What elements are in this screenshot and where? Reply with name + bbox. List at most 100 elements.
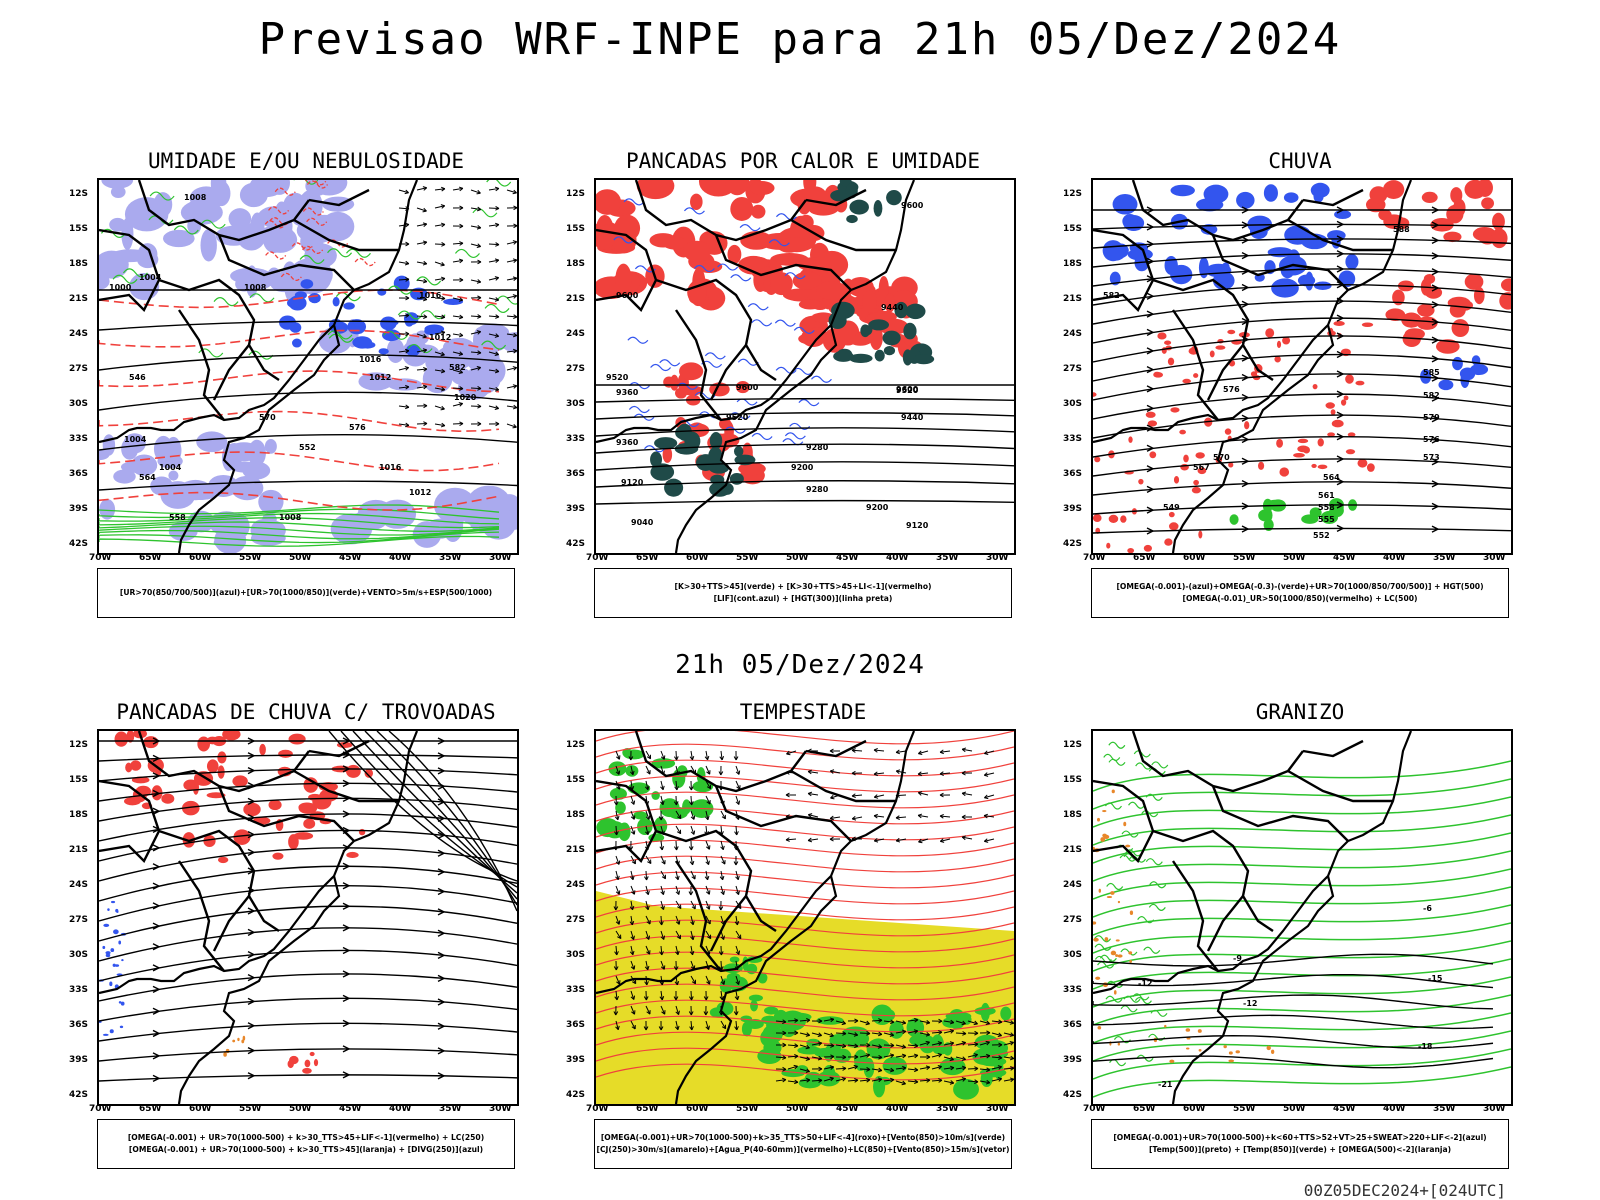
run-timestamp: 00Z05DEC2024+[024UTC] xyxy=(1303,1181,1506,1200)
forecast-map-panel: -12 -12 -15 -18 -21 -9 -6 xyxy=(1091,729,1513,1106)
latitude-label: 30S xyxy=(69,950,89,960)
longitude-label: 45W xyxy=(1333,553,1356,563)
latitude-label: 18S xyxy=(69,259,89,269)
contour-label: 558 xyxy=(169,513,186,522)
contour-label: 582 xyxy=(1103,291,1120,300)
contour-label: 567 xyxy=(1193,463,1210,472)
contour-label: 9280 xyxy=(806,443,829,452)
latitude-label: 15S xyxy=(1063,224,1083,234)
latitude-label: 36S xyxy=(1063,1020,1083,1030)
panel-legend: [OMEGA(-0.001)+UR>70(1000-500)+k<60+TTS>… xyxy=(1091,1119,1509,1169)
panel-legend: [OMEGA(-0.001) + UR>70(1000-500) + k>30_… xyxy=(97,1119,515,1169)
contour-label: 1004 xyxy=(139,273,162,282)
longitude-label: 50W xyxy=(289,553,312,563)
longitude-label: 70W xyxy=(1083,553,1106,563)
contour-label: 570 xyxy=(1213,453,1230,462)
latitude-label: 24S xyxy=(1063,880,1083,890)
forecast-map-panel: 1008 1004 1008 1000 1016 1012 1016 1012 1004 1004… xyxy=(97,178,519,555)
contour-label: 558 xyxy=(1318,503,1335,512)
legend-line: [OMEGA(-0.001) + UR>70(1000-500) + k>30_… xyxy=(128,1145,484,1154)
contour-label: -18 xyxy=(1418,1042,1433,1051)
contour-label: 9360 xyxy=(616,388,639,397)
contour-label: 9200 xyxy=(791,463,814,472)
latitude-label: 24S xyxy=(69,329,89,339)
panel-title: GRANIZO xyxy=(1255,700,1345,724)
longitude-label: 55W xyxy=(1233,553,1256,563)
legend-line: [OMEGA(-0.001) + UR>70(1000-500) + k>30_… xyxy=(127,1133,485,1142)
longitude-label: 65W xyxy=(139,1104,162,1114)
longitude-label: 70W xyxy=(586,553,609,563)
legend-line: [OMEGA(-0.001)+UR>70(1000-500)+k>35_TTS>… xyxy=(600,1133,1006,1142)
latitude-label: 27S xyxy=(1063,915,1083,925)
longitude-label: 55W xyxy=(239,1104,262,1114)
latitude-label: 12S xyxy=(69,740,89,750)
panel-title: PANCADAS DE CHUVA C/ TROVOADAS xyxy=(116,700,496,724)
longitude-label: 65W xyxy=(1133,1104,1156,1114)
contour-label: 1004 xyxy=(124,435,147,444)
latitude-label: 15S xyxy=(69,224,89,234)
latitude-label: 12S xyxy=(1063,189,1083,199)
latitude-label: 42S xyxy=(566,1090,586,1100)
longitude-label: 55W xyxy=(736,553,759,563)
longitude-label: 35W xyxy=(439,1104,462,1114)
longitude-label: 50W xyxy=(1283,1104,1306,1114)
longitude-label: 40W xyxy=(886,1104,909,1114)
longitude-label: 70W xyxy=(89,1104,112,1114)
main-title: Previsao WRF-INPE para 21h 05/Dez/2024 xyxy=(258,14,1342,65)
latitude-label: 42S xyxy=(1063,1090,1083,1100)
latitude-label: 36S xyxy=(566,1020,586,1030)
map-canvas xyxy=(99,731,517,1104)
latitude-label: 27S xyxy=(566,364,586,374)
contour-label: 9120 xyxy=(906,521,929,530)
legend-line: [OMEGA(-0.001)+UR>70(1000-500)+k<60+TTS>… xyxy=(1113,1133,1487,1142)
contour-label: 573 xyxy=(1423,453,1440,462)
latitude-label: 15S xyxy=(69,775,89,785)
longitude-label: 60W xyxy=(686,553,709,563)
contour-label: 9520 xyxy=(606,373,629,382)
contour-label: 552 xyxy=(299,443,316,452)
longitude-label: 65W xyxy=(1133,553,1156,563)
legend-line: [CJ(250)>30m/s](amarelo)+[Agua_P(40-60mm… xyxy=(596,1145,1010,1154)
latitude-label: 21S xyxy=(566,294,586,304)
latitude-label: 24S xyxy=(69,880,89,890)
contour-label: -21 xyxy=(1158,1080,1173,1089)
latitude-label: 30S xyxy=(1063,950,1083,960)
latitude-label: 30S xyxy=(1063,399,1083,409)
latitude-label: 15S xyxy=(566,775,586,785)
legend-line: [OMEGA(-0.01)_UR>50(1000/850)(vermelho) … xyxy=(1182,594,1418,603)
legend-line: [UR>70(850/700/500)](azul)+[UR>70(1000/8… xyxy=(119,588,493,597)
forecast-map-panel xyxy=(97,729,519,1106)
contour-label: 1016 xyxy=(419,291,442,300)
contour-label: 9360 xyxy=(616,438,639,447)
map-canvas xyxy=(596,731,1014,1104)
longitude-label: 40W xyxy=(886,553,909,563)
latitude-label: 27S xyxy=(1063,364,1083,374)
contour-label: 9280 xyxy=(806,485,829,494)
latitude-label: 42S xyxy=(69,1090,89,1100)
contour-label: 9200 xyxy=(866,503,889,512)
latitude-label: 24S xyxy=(566,880,586,890)
latitude-label: 42S xyxy=(1063,539,1083,549)
longitude-label: 35W xyxy=(439,553,462,563)
forecast-map-panel: 588 582 576 585 582 579 576 573 570 567 564 561 558 5… xyxy=(1091,178,1513,555)
forecast-map-panel: 9600 9600 9440 9520 9360 9600 9520 9440 9280 9360… xyxy=(594,178,1016,555)
contour-label: 552 xyxy=(1313,531,1330,540)
latitude-label: 12S xyxy=(69,189,89,199)
contour-label: -12 xyxy=(1243,999,1257,1008)
longitude-label: 30W xyxy=(489,553,512,563)
longitude-label: 60W xyxy=(1183,1104,1206,1114)
latitude-label: 27S xyxy=(69,915,89,925)
longitude-label: 40W xyxy=(1383,553,1406,563)
contour-label: 576 xyxy=(349,423,366,432)
contour-label: -9 xyxy=(1233,954,1242,963)
contour-label: 9600 xyxy=(896,385,919,394)
latitude-label: 18S xyxy=(1063,259,1083,269)
contour-label: 9600 xyxy=(736,383,759,392)
latitude-label: 18S xyxy=(566,259,586,269)
latitude-label: 42S xyxy=(69,539,89,549)
longitude-label: 50W xyxy=(289,1104,312,1114)
longitude-label: 65W xyxy=(636,553,659,563)
latitude-label: 15S xyxy=(1063,775,1083,785)
longitude-label: 60W xyxy=(1183,553,1206,563)
